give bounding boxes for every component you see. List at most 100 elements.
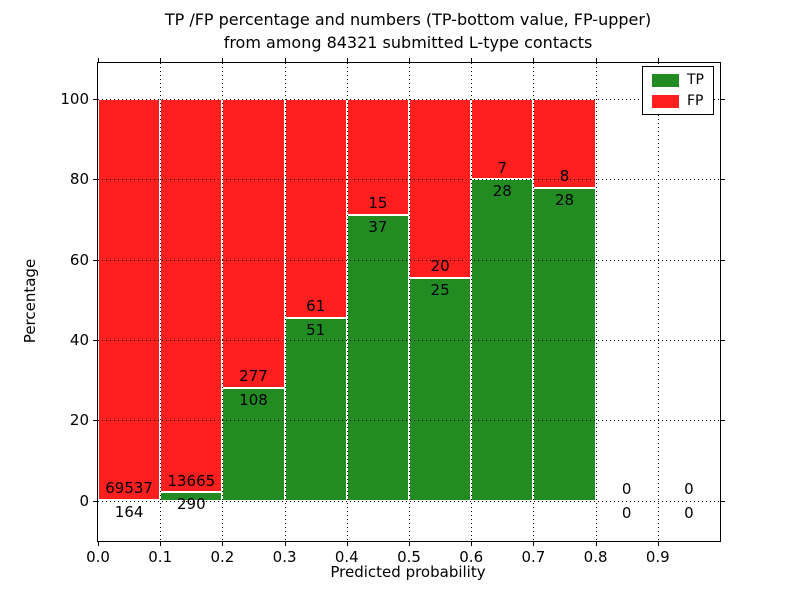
y-tick-mark-right bbox=[721, 259, 725, 261]
tp-legend-label: TP bbox=[687, 72, 704, 88]
x-tick-label: 0.5 bbox=[397, 548, 421, 566]
y-tick-label: 0 bbox=[79, 491, 89, 510]
y-tick-mark bbox=[93, 99, 97, 101]
y-tick-mark-right bbox=[721, 179, 725, 181]
fp-bar-segment bbox=[471, 99, 534, 180]
x-tick-mark-top bbox=[222, 58, 224, 62]
x-tick-mark bbox=[409, 542, 410, 546]
chart-title: TP /FP percentage and numbers (TP-bottom… bbox=[97, 8, 719, 54]
fp-count-label: 69537 bbox=[105, 478, 153, 497]
x-tick-mark bbox=[657, 542, 659, 546]
tp-bar-segment bbox=[222, 388, 285, 501]
y-tick-mark-right bbox=[721, 420, 725, 422]
x-tick-label: 0.3 bbox=[272, 548, 297, 566]
gridline-v bbox=[222, 63, 224, 541]
fp-count-label: 0 bbox=[684, 479, 694, 498]
legend-item-fp: FP bbox=[652, 94, 704, 108]
x-tick-label: 0.9 bbox=[645, 548, 670, 566]
tp-count-label: 290 bbox=[176, 495, 206, 514]
tp-count-label: 0 bbox=[621, 503, 632, 522]
fp-bar-segment bbox=[346, 99, 409, 215]
gridline-v bbox=[409, 63, 410, 541]
y-tick-mark bbox=[93, 340, 97, 342]
legend: TP FP bbox=[642, 66, 714, 115]
x-tick-label: 0.8 bbox=[583, 548, 608, 566]
x-tick-mark bbox=[284, 542, 286, 546]
tp-legend-swatch bbox=[652, 73, 679, 87]
y-tick-label: 40 bbox=[69, 331, 89, 350]
chart-title-line2: from among 84321 submitted L-type contac… bbox=[223, 33, 593, 52]
tp-bar-segment bbox=[533, 188, 596, 501]
fp-count-label: 20 bbox=[430, 256, 450, 275]
x-tick-mark-top bbox=[471, 58, 473, 62]
x-tick-mark-top bbox=[595, 58, 597, 62]
gridline-v bbox=[346, 63, 348, 541]
tp-count-label: 28 bbox=[492, 182, 512, 201]
x-tick-label: 0.6 bbox=[459, 548, 484, 566]
x-tick-mark bbox=[98, 542, 99, 546]
x-tick-mark-top bbox=[657, 58, 659, 62]
x-tick-mark-top bbox=[409, 58, 410, 62]
fp-bar-segment bbox=[98, 99, 161, 500]
tp-count-label: 37 bbox=[368, 218, 388, 237]
tp-count-label: 28 bbox=[554, 191, 575, 210]
x-tick-mark-top bbox=[533, 58, 535, 62]
tp-bar-segment bbox=[409, 277, 472, 501]
x-tick-mark bbox=[222, 542, 224, 546]
tp-count-label: 164 bbox=[114, 502, 144, 521]
fp-legend-label: FP bbox=[687, 93, 704, 109]
x-tick-label: 0.7 bbox=[521, 548, 546, 566]
x-tick-mark bbox=[533, 542, 535, 546]
x-tick-mark bbox=[346, 542, 348, 546]
tp-count-label: 51 bbox=[306, 320, 326, 339]
x-tick-mark bbox=[160, 542, 162, 546]
x-tick-label: 0.0 bbox=[86, 548, 110, 566]
y-tick-label: 100 bbox=[60, 90, 89, 109]
gridline-v bbox=[533, 63, 535, 541]
y-tick-label: 60 bbox=[69, 250, 89, 269]
gridline-v bbox=[160, 63, 162, 541]
gridline-v bbox=[595, 63, 597, 541]
fp-bar-segment bbox=[284, 99, 347, 318]
x-tick-mark bbox=[595, 542, 597, 546]
fp-count-label: 7 bbox=[497, 158, 508, 177]
x-tick-mark-top bbox=[346, 58, 348, 62]
fp-count-label: 8 bbox=[559, 167, 570, 186]
fp-count-label: 277 bbox=[239, 367, 268, 386]
x-tick-mark bbox=[471, 542, 473, 546]
tp-count-label: 108 bbox=[239, 391, 268, 410]
fp-count-label: 61 bbox=[306, 296, 326, 315]
y-tick-mark bbox=[93, 500, 97, 502]
x-tick-mark-top bbox=[98, 58, 99, 62]
y-tick-label: 80 bbox=[69, 170, 89, 189]
gridline-v bbox=[284, 63, 286, 541]
y-tick-mark-right bbox=[721, 340, 725, 342]
tp-count-label: 25 bbox=[430, 280, 450, 299]
plot-area: TP FP 69537 164 13665 290 277 108 61 51 15 37 20 25… bbox=[60, 58, 725, 566]
fp-bar-segment bbox=[160, 99, 223, 493]
fp-legend-swatch bbox=[652, 94, 679, 108]
fp-count-label: 15 bbox=[368, 194, 388, 213]
y-tick-mark bbox=[93, 420, 97, 422]
tp-bar-segment bbox=[284, 317, 347, 501]
fp-bar-segment bbox=[222, 99, 285, 389]
x-tick-label: 0.4 bbox=[334, 548, 359, 566]
fp-count-label: 13665 bbox=[167, 471, 216, 490]
x-tick-label: 0.1 bbox=[148, 548, 173, 566]
x-tick-label: 0.2 bbox=[210, 548, 235, 566]
chart-title-line1: TP /FP percentage and numbers (TP-bottom… bbox=[164, 10, 652, 29]
y-tick-label: 20 bbox=[69, 411, 89, 430]
tp-count-label: 0 bbox=[684, 503, 694, 522]
fp-count-label: 0 bbox=[621, 479, 632, 498]
tp-bar-segment bbox=[346, 215, 409, 501]
y-tick-mark-right bbox=[721, 99, 725, 101]
y-tick-mark-right bbox=[721, 500, 725, 502]
x-tick-mark-top bbox=[284, 58, 286, 62]
y-tick-mark bbox=[93, 259, 97, 261]
y-tick-mark bbox=[93, 179, 97, 181]
gridline-v bbox=[657, 63, 659, 541]
fp-bar-segment bbox=[409, 99, 472, 278]
x-tick-mark-top bbox=[160, 58, 162, 62]
legend-item-tp: TP bbox=[652, 73, 704, 87]
